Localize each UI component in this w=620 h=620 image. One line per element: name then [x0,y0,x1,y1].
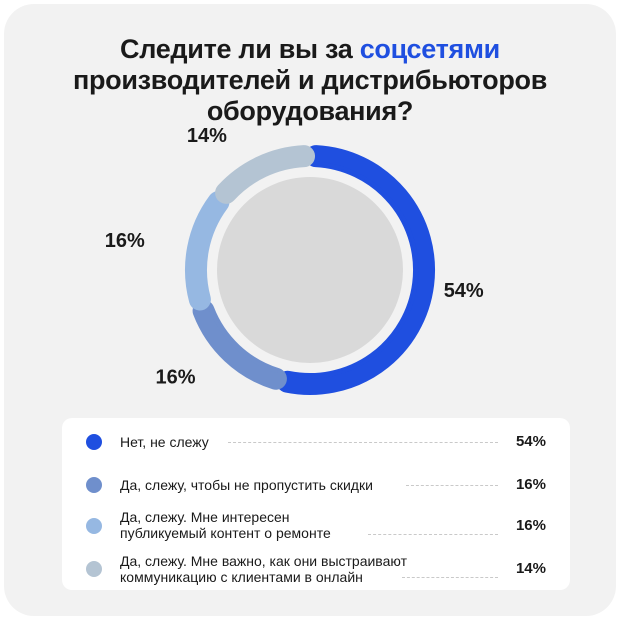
legend-row-3: Да, слежу. Мне интересен публикуемый кон… [62,504,570,548]
legend-label-1: Нет, не слежу [120,434,209,450]
legend-dash-3 [368,534,498,535]
donut-value-label-1: 54% [444,280,484,302]
donut-inner-arc-1 [289,161,419,379]
legend-label-4-line-1: Да, слежу. Мне важно, как они выстраиваю… [120,553,407,569]
donut-inner-arc-2 [209,308,278,374]
title-line-2: производителей и дистрибьюторов [72,65,548,95]
legend-panel: Нет, не слежу 54% Да, слежу, чтобы не пр… [62,418,570,590]
legend-label-4: Да, слежу. Мне важно, как они выстраиваю… [120,553,407,585]
legend-label-4-line-2: коммуникацию с клиентами в онлайн [120,569,363,585]
chart-title: Следите ли вы за соцсетями производителе… [4,34,616,127]
legend-value-3: 16% [515,517,546,534]
legend-label-3-line-1: Да, слежу. Мне интересен [120,509,290,525]
legend-value-2: 16% [515,476,546,493]
donut-chart: 54% 16% 16% 14% [105,125,484,395]
donut-segments [185,145,436,395]
donut-segment-4 [215,145,316,204]
donut-value-label-3: 16% [105,230,145,252]
donut-inner-arc-3 [201,206,225,298]
title-line-3: оборудования? [206,96,414,126]
legend-label-3: Да, слежу. Мне интересен публикуемый кон… [120,509,331,541]
legend-dash-1 [228,442,498,443]
donut-inner-arc-4 [231,161,305,198]
legend-dash-4 [402,577,498,578]
infographic-card: Следите ли вы за соцсетями производителе… [4,4,616,616]
legend-row-1: Нет, не слежу 54% [62,418,570,466]
donut-inner-arcs [201,161,419,379]
donut-value-labels: 54% 16% 16% 14% [105,125,484,388]
legend-dot-4 [86,561,102,577]
donut-segment-1 [276,145,436,395]
legend-dot-1 [86,434,102,450]
donut-center-disc [217,177,403,363]
legend-dot-3 [86,518,102,534]
title-prefix: Следите ли вы за [120,34,360,64]
legend-label-3-line-2: публикуемый контент о ремонте [120,525,331,541]
title-line-1: Следите ли вы за соцсетями [4,34,616,65]
title-highlight: соцсетями [359,34,501,64]
donut-value-label-4: 14% [187,125,227,147]
legend-value-1: 54% [515,433,546,450]
legend-dash-2 [406,485,498,486]
donut-segment-2 [192,299,287,390]
legend-value-4: 14% [515,560,546,577]
legend-label-2: Да, слежу, чтобы не пропустить скидки [120,477,373,493]
donut-value-label-2: 16% [155,367,195,389]
donut-segment-3 [185,191,230,311]
legend-dot-2 [86,477,102,493]
legend-row-2: Да, слежу, чтобы не пропустить скидки 16… [62,466,570,504]
legend-row-4: Да, слежу. Мне важно, как они выстраиваю… [62,548,570,590]
